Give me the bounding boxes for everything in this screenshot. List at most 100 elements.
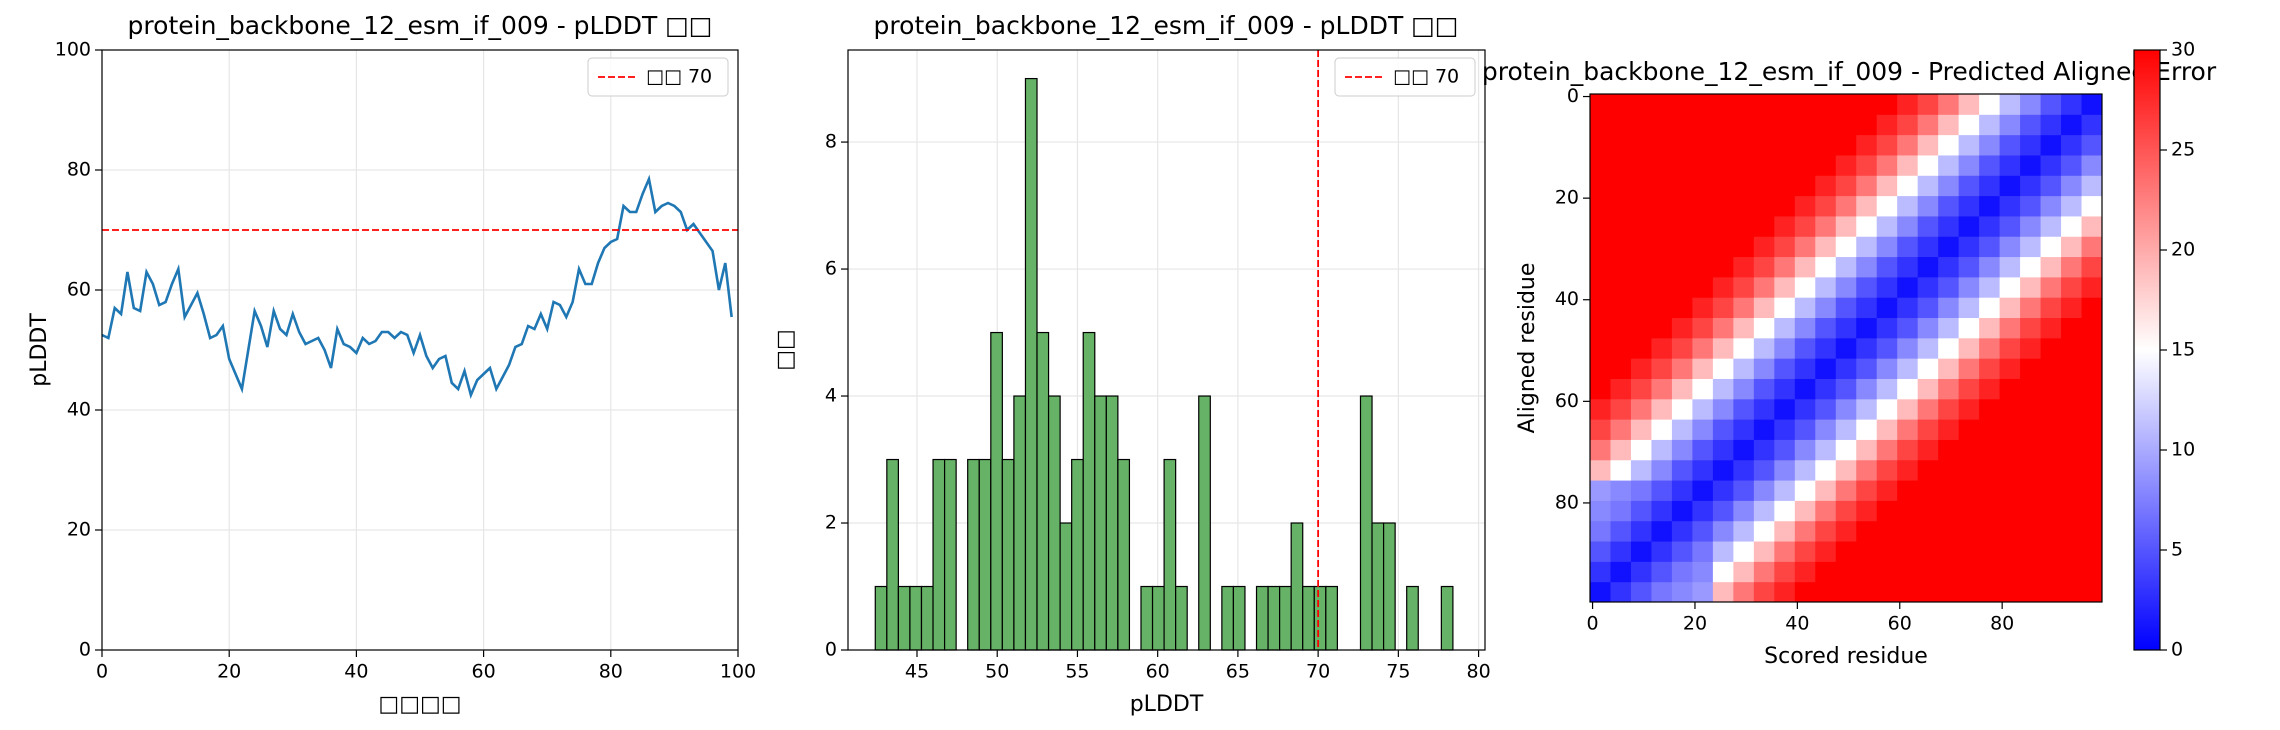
heatmap-cell <box>1999 358 2021 379</box>
heatmap-cell <box>1876 358 1898 379</box>
heatmap-cell <box>1794 378 1816 400</box>
heatmap-cell <box>1999 114 2021 136</box>
heatmap-cell <box>1815 520 1837 542</box>
heatmap-cell <box>1671 256 1693 278</box>
heatmap-cell <box>2081 195 2103 217</box>
y-tick-label: 0 <box>825 639 837 661</box>
heatmap-cell <box>1651 561 1673 583</box>
heatmap-cell <box>1938 195 1960 217</box>
heatmap-cell <box>2061 561 2083 583</box>
heatmap-cell <box>1897 378 1919 400</box>
y-tick-label: 60 <box>1555 390 1579 412</box>
heatmap-cell <box>1938 419 1960 440</box>
heatmap-cell <box>1733 459 1755 481</box>
heatmap-cell <box>1999 134 2021 156</box>
heatmap-cell <box>1671 439 1693 461</box>
heatmap-cell <box>2061 337 2083 359</box>
x-tick-label: 55 <box>1065 661 1089 683</box>
heatmap-cell <box>1999 561 2021 583</box>
heatmap-cell <box>1876 541 1898 562</box>
heatmap-cell <box>1856 520 1878 542</box>
heatmap-cell <box>1835 439 1857 461</box>
heatmap-cell <box>1835 154 1857 176</box>
bar <box>1371 522 1385 651</box>
heatmap-cell <box>1958 581 1980 603</box>
heatmap-cell <box>1630 195 1652 217</box>
heatmap-cell <box>1753 215 1775 237</box>
heatmap-cell <box>1651 256 1673 278</box>
heatmap-cell <box>2061 459 2083 481</box>
heatmap-cell <box>1835 276 1857 298</box>
heatmap-cell <box>1610 581 1632 603</box>
heatmap-cell <box>1876 520 1898 542</box>
heatmap-cell <box>1897 459 1919 481</box>
heatmap-cell <box>1897 215 1919 237</box>
heatmap-cell <box>1794 175 1816 197</box>
heatmap-cell <box>2020 398 2042 420</box>
heatmap-cell <box>1856 94 1878 115</box>
heatmap-cell <box>2020 500 2042 522</box>
heatmap-cell <box>1590 154 1611 176</box>
heatmap-cell <box>1692 480 1714 501</box>
heatmap-cell <box>1590 358 1611 379</box>
heatmap-cell <box>1917 94 1939 115</box>
heatmap-cell <box>1651 459 1673 481</box>
y-tick-label: 80 <box>1555 491 1579 513</box>
heatmap-cell <box>1712 378 1734 400</box>
heatmap-cell <box>1897 134 1919 156</box>
heatmap-cell <box>1712 541 1734 562</box>
heatmap-cell <box>2020 541 2042 562</box>
heatmap-cell <box>1651 500 1673 522</box>
bar <box>1013 395 1027 651</box>
heatmap-cell <box>1610 439 1632 461</box>
heatmap-cell <box>1753 459 1775 481</box>
heatmap-cell <box>1979 520 2001 542</box>
heatmap-cell <box>1999 195 2021 217</box>
heatmap-cell <box>1897 297 1919 319</box>
bar <box>1059 522 1073 651</box>
heatmap-cell <box>2081 378 2103 400</box>
heatmap-cell <box>1958 541 1980 562</box>
heatmap-cell <box>1794 215 1816 237</box>
heatmap-cell <box>1958 236 1980 258</box>
heatmap-cell <box>1753 175 1775 197</box>
heatmap-cell <box>1794 500 1816 522</box>
x-tick-label: 60 <box>472 661 496 683</box>
bar <box>1221 585 1235 651</box>
heatmap-cell <box>1856 419 1878 440</box>
heatmap-cell <box>1897 337 1919 359</box>
axes-frame <box>101 49 739 651</box>
heatmap-cell <box>1610 520 1632 542</box>
heatmap-cell <box>1774 419 1796 440</box>
heatmap-cell <box>2020 419 2042 440</box>
heatmap-cell <box>1630 276 1652 298</box>
heatmap-cell <box>1856 114 1878 136</box>
heatmap-cell <box>1774 378 1796 400</box>
bar <box>1105 395 1119 651</box>
heatmap-cell <box>1917 134 1939 156</box>
heatmap-cell <box>1917 297 1939 319</box>
heatmap-cell <box>1712 297 1734 319</box>
heatmap-cell <box>1958 175 1980 197</box>
bar <box>1440 585 1454 651</box>
heatmap-cell <box>2081 520 2103 542</box>
heatmap-cell <box>1999 276 2021 298</box>
heatmap-cell <box>1590 134 1611 156</box>
heatmap-cell <box>1753 561 1775 583</box>
bar <box>897 585 911 651</box>
heatmap-cell <box>1815 134 1837 156</box>
heatmap-cell <box>1815 154 1837 176</box>
heatmap-cell <box>1671 317 1693 339</box>
heatmap-cell <box>1630 439 1652 461</box>
heatmap-cell <box>2020 337 2042 359</box>
heatmap-cell <box>1876 337 1898 359</box>
x-tick-label: 100 <box>720 661 756 683</box>
heatmap-cell <box>1590 541 1611 562</box>
heatmap-cell <box>1774 175 1796 197</box>
heatmap-cell <box>1712 175 1734 197</box>
heatmap-cell <box>1815 419 1837 440</box>
heatmap-cell <box>1774 581 1796 603</box>
heatmap-cell <box>1671 378 1693 400</box>
heatmap-cell <box>1610 195 1632 217</box>
heatmap-cell <box>2081 419 2103 440</box>
